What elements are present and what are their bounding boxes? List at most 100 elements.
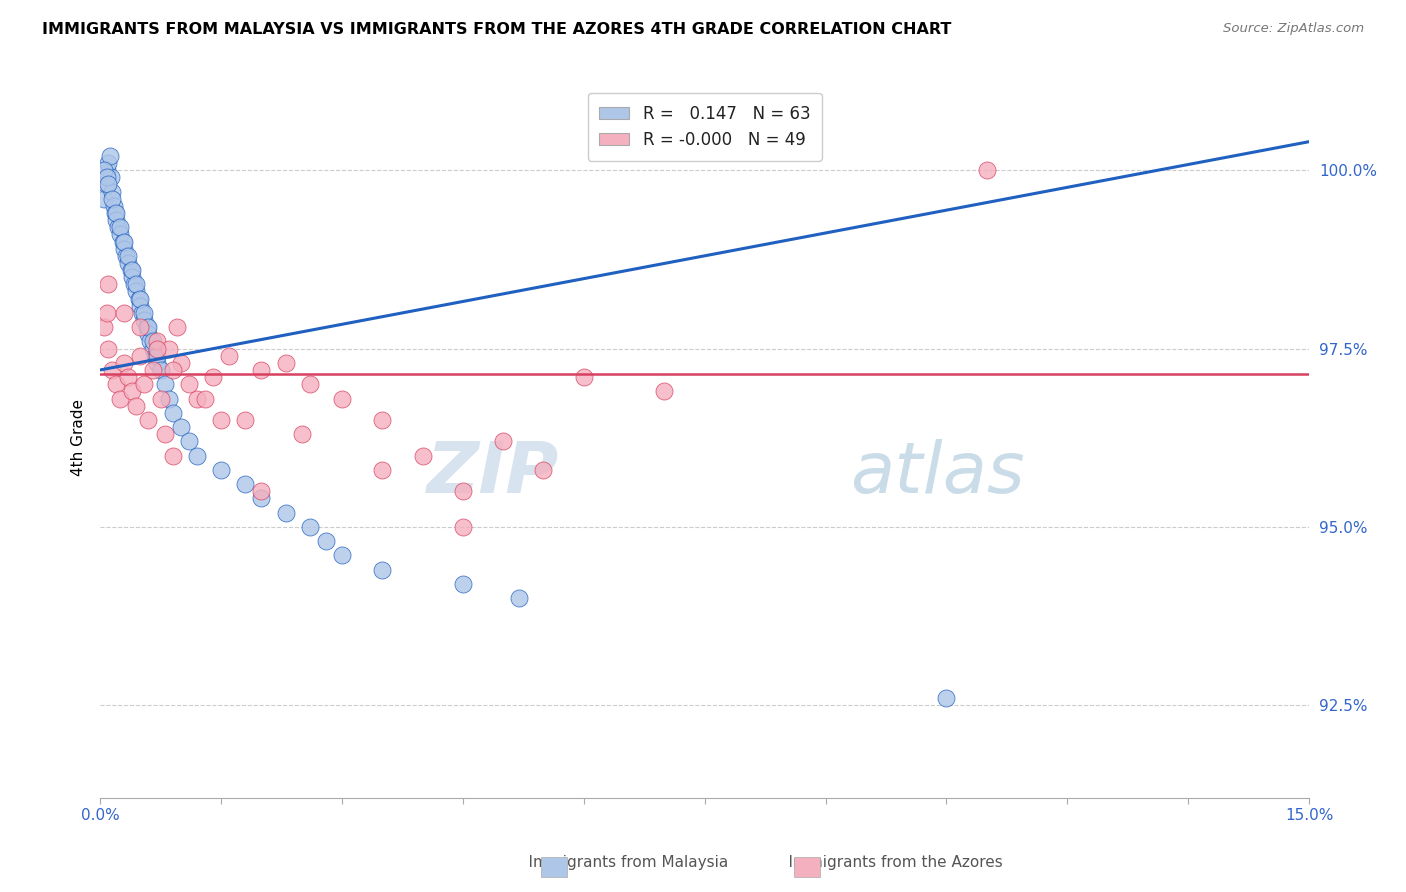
Point bbox=[105, 213, 128, 227]
Point bbox=[129, 292, 152, 306]
Point bbox=[112, 356, 135, 370]
Point bbox=[101, 363, 124, 377]
Point bbox=[162, 363, 184, 377]
Point bbox=[98, 149, 121, 163]
Point bbox=[121, 263, 143, 277]
Point bbox=[93, 163, 115, 178]
Point bbox=[141, 334, 163, 349]
Point bbox=[145, 342, 167, 356]
Point bbox=[451, 520, 474, 534]
Point bbox=[250, 491, 273, 506]
Point bbox=[177, 377, 200, 392]
Point bbox=[371, 563, 394, 577]
Point bbox=[315, 534, 337, 549]
Point bbox=[145, 349, 167, 363]
Point bbox=[101, 185, 124, 199]
Point bbox=[233, 477, 256, 491]
Point bbox=[100, 170, 122, 185]
Point bbox=[153, 427, 176, 442]
Point bbox=[194, 392, 217, 406]
Point bbox=[112, 242, 135, 256]
Point bbox=[274, 356, 297, 370]
Point bbox=[122, 277, 145, 292]
Point bbox=[533, 463, 555, 477]
Point bbox=[129, 320, 152, 334]
Point bbox=[94, 178, 117, 192]
Point bbox=[125, 277, 148, 292]
Point bbox=[298, 377, 321, 392]
Point bbox=[125, 399, 148, 413]
Point bbox=[162, 449, 184, 463]
Point bbox=[104, 206, 127, 220]
Point bbox=[96, 306, 118, 320]
Point bbox=[166, 320, 188, 334]
Point bbox=[101, 192, 124, 206]
Point bbox=[128, 292, 150, 306]
Point bbox=[97, 178, 120, 192]
Y-axis label: 4th Grade: 4th Grade bbox=[72, 400, 86, 476]
Point bbox=[97, 277, 120, 292]
Point bbox=[97, 156, 120, 170]
Point bbox=[274, 506, 297, 520]
Text: Immigrants from Malaysia: Immigrants from Malaysia bbox=[509, 855, 728, 870]
Point bbox=[138, 327, 160, 342]
Point bbox=[298, 520, 321, 534]
Point bbox=[451, 577, 474, 591]
Point bbox=[186, 449, 208, 463]
Point bbox=[97, 342, 120, 356]
Point bbox=[121, 270, 143, 285]
Point bbox=[157, 342, 180, 356]
Legend: R =   0.147   N = 63, R = -0.000   N = 49: R = 0.147 N = 63, R = -0.000 N = 49 bbox=[588, 93, 823, 161]
Point bbox=[105, 377, 128, 392]
Point bbox=[153, 377, 176, 392]
Point bbox=[135, 320, 157, 334]
Point bbox=[138, 320, 160, 334]
Point bbox=[105, 206, 128, 220]
Point bbox=[120, 263, 142, 277]
Point bbox=[291, 427, 314, 442]
Text: Immigrants from the Azores: Immigrants from the Azores bbox=[769, 855, 1002, 870]
Point bbox=[112, 235, 135, 249]
Point bbox=[250, 484, 273, 499]
Point bbox=[93, 192, 115, 206]
Point bbox=[330, 392, 353, 406]
Point bbox=[330, 549, 353, 563]
Point bbox=[112, 306, 135, 320]
Point bbox=[138, 413, 160, 427]
Point bbox=[134, 313, 156, 327]
Point bbox=[145, 356, 167, 370]
Point bbox=[201, 370, 224, 384]
Point bbox=[110, 227, 132, 242]
Point bbox=[145, 334, 167, 349]
Point bbox=[508, 591, 530, 606]
Point bbox=[110, 220, 132, 235]
Point bbox=[177, 434, 200, 449]
Point bbox=[149, 392, 172, 406]
Point bbox=[170, 356, 193, 370]
Point bbox=[976, 163, 998, 178]
Point bbox=[139, 334, 162, 349]
Text: Source: ZipAtlas.com: Source: ZipAtlas.com bbox=[1223, 22, 1364, 36]
Point bbox=[117, 249, 139, 263]
Point bbox=[935, 691, 957, 706]
Point bbox=[129, 299, 152, 313]
Point bbox=[149, 363, 172, 377]
Point bbox=[141, 342, 163, 356]
Point bbox=[93, 320, 115, 334]
Point bbox=[96, 170, 118, 185]
Point bbox=[143, 349, 166, 363]
Point bbox=[209, 463, 232, 477]
Point bbox=[96, 163, 118, 178]
Point bbox=[134, 377, 156, 392]
Point bbox=[492, 434, 515, 449]
Point bbox=[250, 363, 273, 377]
Point bbox=[157, 392, 180, 406]
Point bbox=[654, 384, 676, 399]
Point bbox=[233, 413, 256, 427]
Point bbox=[115, 249, 138, 263]
Point bbox=[111, 235, 134, 249]
Point bbox=[129, 349, 152, 363]
Point bbox=[209, 413, 232, 427]
Point bbox=[162, 406, 184, 420]
Point bbox=[117, 370, 139, 384]
